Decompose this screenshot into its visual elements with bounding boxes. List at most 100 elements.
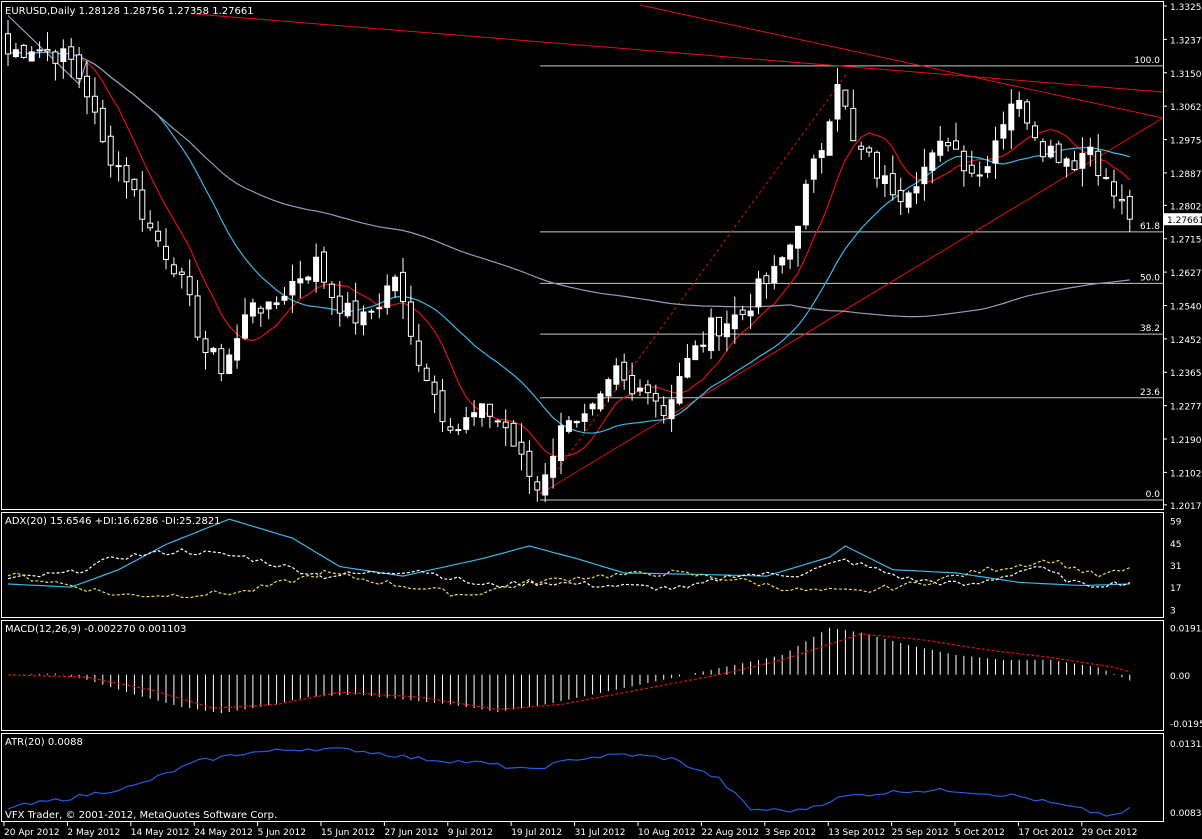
- copyright-text: VFX Trader, © 2001-2012, MetaQuotes Soft…: [5, 810, 277, 821]
- candle-body: [684, 357, 691, 378]
- candle-body: [716, 316, 722, 337]
- candle-body: [344, 302, 351, 317]
- candle-body: [60, 48, 67, 62]
- price-tick-label: 1.21900: [1170, 436, 1202, 446]
- candle-body: [850, 108, 857, 142]
- candle-body: [542, 474, 549, 496]
- date-label: 31 Jul 2012: [575, 828, 626, 838]
- candle-body: [44, 48, 51, 52]
- price-tick-label: 1.23650: [1170, 369, 1202, 379]
- candle-body: [976, 174, 983, 177]
- candle-body: [897, 189, 904, 203]
- candle-body: [644, 384, 651, 394]
- candle-body: [226, 354, 233, 375]
- candle-body: [1126, 196, 1133, 220]
- candle-body: [747, 310, 754, 317]
- candle-body: [1047, 145, 1054, 158]
- candle-body: [731, 314, 738, 330]
- candle-body: [968, 164, 975, 174]
- price-tick-label: 1.24525: [1170, 336, 1202, 346]
- macd-panel-frame: [1, 620, 1164, 731]
- date-label: 29 Oct 2012: [1082, 828, 1138, 838]
- candle-body: [834, 83, 841, 120]
- adx-plot: [7, 518, 1131, 599]
- date-label: 13 Sep 2012: [828, 828, 885, 838]
- candle-body: [1118, 198, 1125, 202]
- candle-body: [874, 151, 880, 179]
- di-minus-line: [7, 559, 1131, 599]
- candle-body: [1079, 152, 1086, 169]
- trend-line: [194, 13, 1164, 93]
- candle-body: [881, 175, 888, 185]
- candle-body: [605, 379, 612, 397]
- candle-body: [668, 399, 675, 420]
- candle-body: [471, 412, 478, 418]
- candle-body: [565, 420, 572, 432]
- candle-body: [234, 338, 241, 361]
- candle-body: [313, 256, 320, 282]
- atr-line: [7, 747, 1131, 817]
- candle-body: [945, 141, 952, 147]
- candle-body: [518, 441, 525, 455]
- candle-body: [99, 107, 106, 143]
- candle-body: [20, 44, 27, 58]
- candle-body: [163, 245, 169, 260]
- price-tick-label: 1.29750: [1170, 137, 1202, 147]
- candle-body: [526, 450, 533, 477]
- macd-tick-label: 0.00: [1170, 672, 1190, 682]
- candle-body: [107, 135, 114, 166]
- date-label: 9 Jul 2012: [448, 828, 493, 838]
- candle-body: [723, 323, 730, 338]
- candle-body: [392, 276, 399, 292]
- candle-body: [984, 166, 991, 173]
- candle-body: [155, 230, 162, 242]
- candle-body: [676, 376, 683, 404]
- ma-fast-line: [7, 51, 1131, 458]
- atr-tick-label: 0.0083: [1170, 809, 1202, 819]
- candle-body: [795, 225, 801, 249]
- atr-panel-frame: [1, 733, 1164, 822]
- price-tick-label: 1.22775: [1170, 403, 1202, 413]
- candle-body: [170, 264, 177, 275]
- candle-body: [937, 140, 944, 156]
- candle-body: [407, 301, 414, 337]
- candle-body: [5, 33, 11, 55]
- candle-body: [147, 222, 154, 229]
- price-tick-label: 1.28025: [1170, 202, 1202, 212]
- candle-body: [1103, 177, 1110, 180]
- candle-body: [929, 152, 936, 171]
- candle-body: [297, 278, 304, 284]
- macd-header: MACD(12,26,9) -0.002270 0.001103: [5, 624, 186, 635]
- candle-body: [1039, 141, 1046, 158]
- candle-body: [68, 46, 75, 60]
- candle-body: [842, 89, 849, 107]
- atr-plot: [7, 747, 1131, 817]
- candle-body: [992, 140, 999, 164]
- ma-mid-line: [7, 51, 1130, 434]
- candle-body: [708, 317, 715, 352]
- date-label: 15 Jun 2012: [321, 828, 375, 838]
- date-label: 10 Aug 2012: [638, 828, 696, 838]
- date-label: 5 Oct 2012: [955, 828, 1005, 838]
- candle-body: [91, 95, 98, 113]
- candle-body: [36, 49, 43, 52]
- candle-body: [960, 150, 967, 172]
- date-label: 17 Oct 2012: [1018, 828, 1074, 838]
- fib-label: 100.0: [1134, 56, 1160, 66]
- candle-body: [826, 121, 833, 156]
- candle-body: [368, 310, 375, 313]
- candle-body: [305, 276, 312, 281]
- candle-body: [289, 281, 296, 296]
- candle-body: [415, 340, 422, 366]
- candle-body: [953, 140, 959, 150]
- main-panel-frame: [1, 1, 1164, 510]
- candle-body: [384, 285, 391, 308]
- date-label: 14 May 2012: [131, 828, 190, 838]
- candle-body: [439, 390, 446, 423]
- date-label: 3 Sep 2012: [765, 828, 816, 838]
- candle-body: [652, 392, 659, 402]
- candle-body: [242, 314, 248, 339]
- candle-body: [281, 295, 288, 301]
- candle-body: [755, 278, 762, 308]
